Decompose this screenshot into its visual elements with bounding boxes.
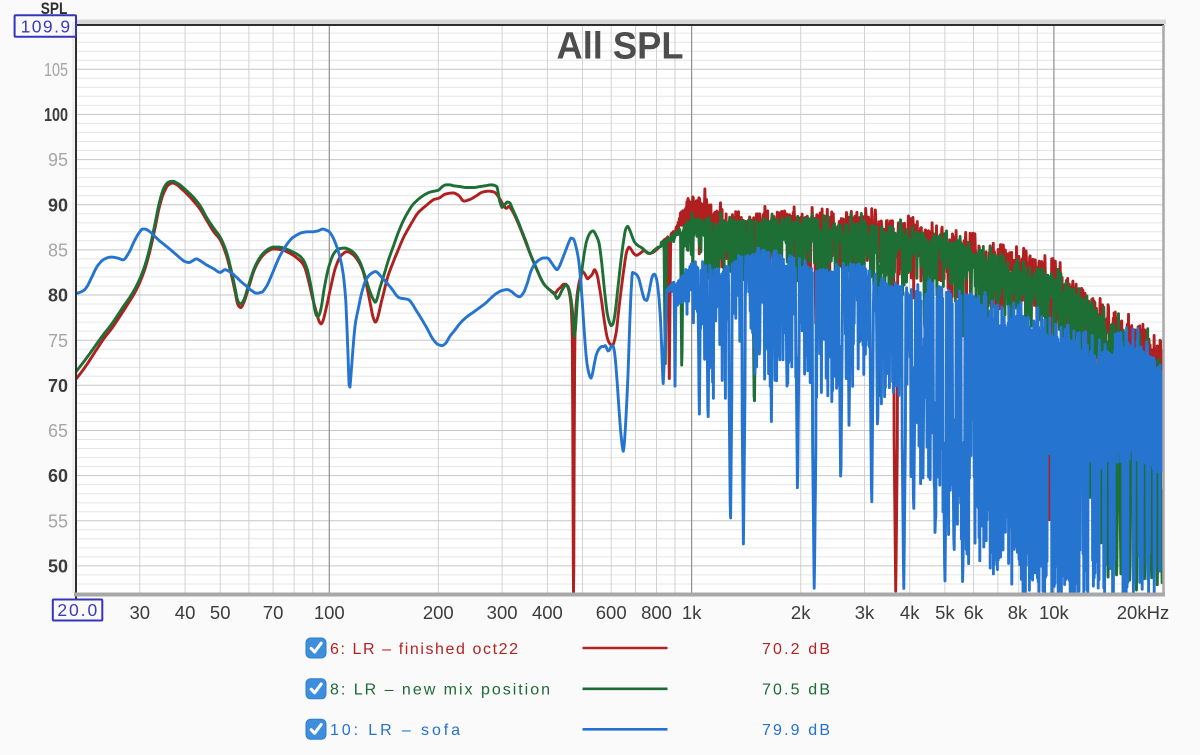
svg-text:65: 65 — [48, 420, 68, 441]
svg-text:60: 60 — [48, 465, 68, 486]
svg-text:70: 70 — [263, 602, 284, 623]
svg-text:8k: 8k — [1008, 602, 1028, 623]
svg-text:70: 70 — [48, 375, 68, 396]
svg-text:10: LR – sofa: 10: LR – sofa — [330, 722, 460, 739]
svg-text:400: 400 — [532, 602, 563, 623]
svg-text:10k: 10k — [1039, 602, 1070, 623]
svg-text:95: 95 — [48, 149, 68, 170]
svg-text:100: 100 — [44, 104, 68, 125]
svg-text:4k: 4k — [900, 602, 920, 623]
svg-text:55: 55 — [48, 510, 68, 531]
svg-text:85: 85 — [48, 240, 68, 261]
svg-text:50: 50 — [48, 556, 68, 577]
svg-text:5k: 5k — [935, 602, 955, 623]
svg-text:90: 90 — [48, 194, 68, 215]
svg-text:70.5 dB: 70.5 dB — [762, 682, 830, 699]
svg-text:105: 105 — [44, 59, 68, 80]
svg-text:2k: 2k — [791, 602, 811, 623]
svg-text:1k: 1k — [682, 602, 702, 623]
svg-text:100: 100 — [314, 602, 345, 623]
svg-text:50: 50 — [210, 602, 231, 623]
svg-text:109.9: 109.9 — [21, 16, 71, 36]
svg-text:20.0: 20.0 — [57, 600, 97, 620]
svg-text:80: 80 — [48, 285, 68, 306]
svg-text:All SPL: All SPL — [557, 26, 684, 68]
svg-text:75: 75 — [48, 330, 68, 351]
svg-text:SPL: SPL — [41, 0, 68, 18]
svg-text:600: 600 — [596, 602, 627, 623]
svg-text:70.2 dB: 70.2 dB — [762, 641, 830, 658]
svg-text:3k: 3k — [855, 602, 875, 623]
svg-text:30: 30 — [130, 602, 151, 623]
svg-text:8: LR – new mix position: 8: LR – new mix position — [330, 682, 550, 699]
svg-text:200: 200 — [423, 602, 454, 623]
svg-text:79.9 dB: 79.9 dB — [762, 722, 830, 739]
svg-text:800: 800 — [641, 602, 672, 623]
svg-text:6k: 6k — [964, 602, 984, 623]
svg-text:20kHz: 20kHz — [1117, 602, 1169, 623]
svg-text:40: 40 — [175, 602, 196, 623]
svg-text:300: 300 — [487, 602, 518, 623]
